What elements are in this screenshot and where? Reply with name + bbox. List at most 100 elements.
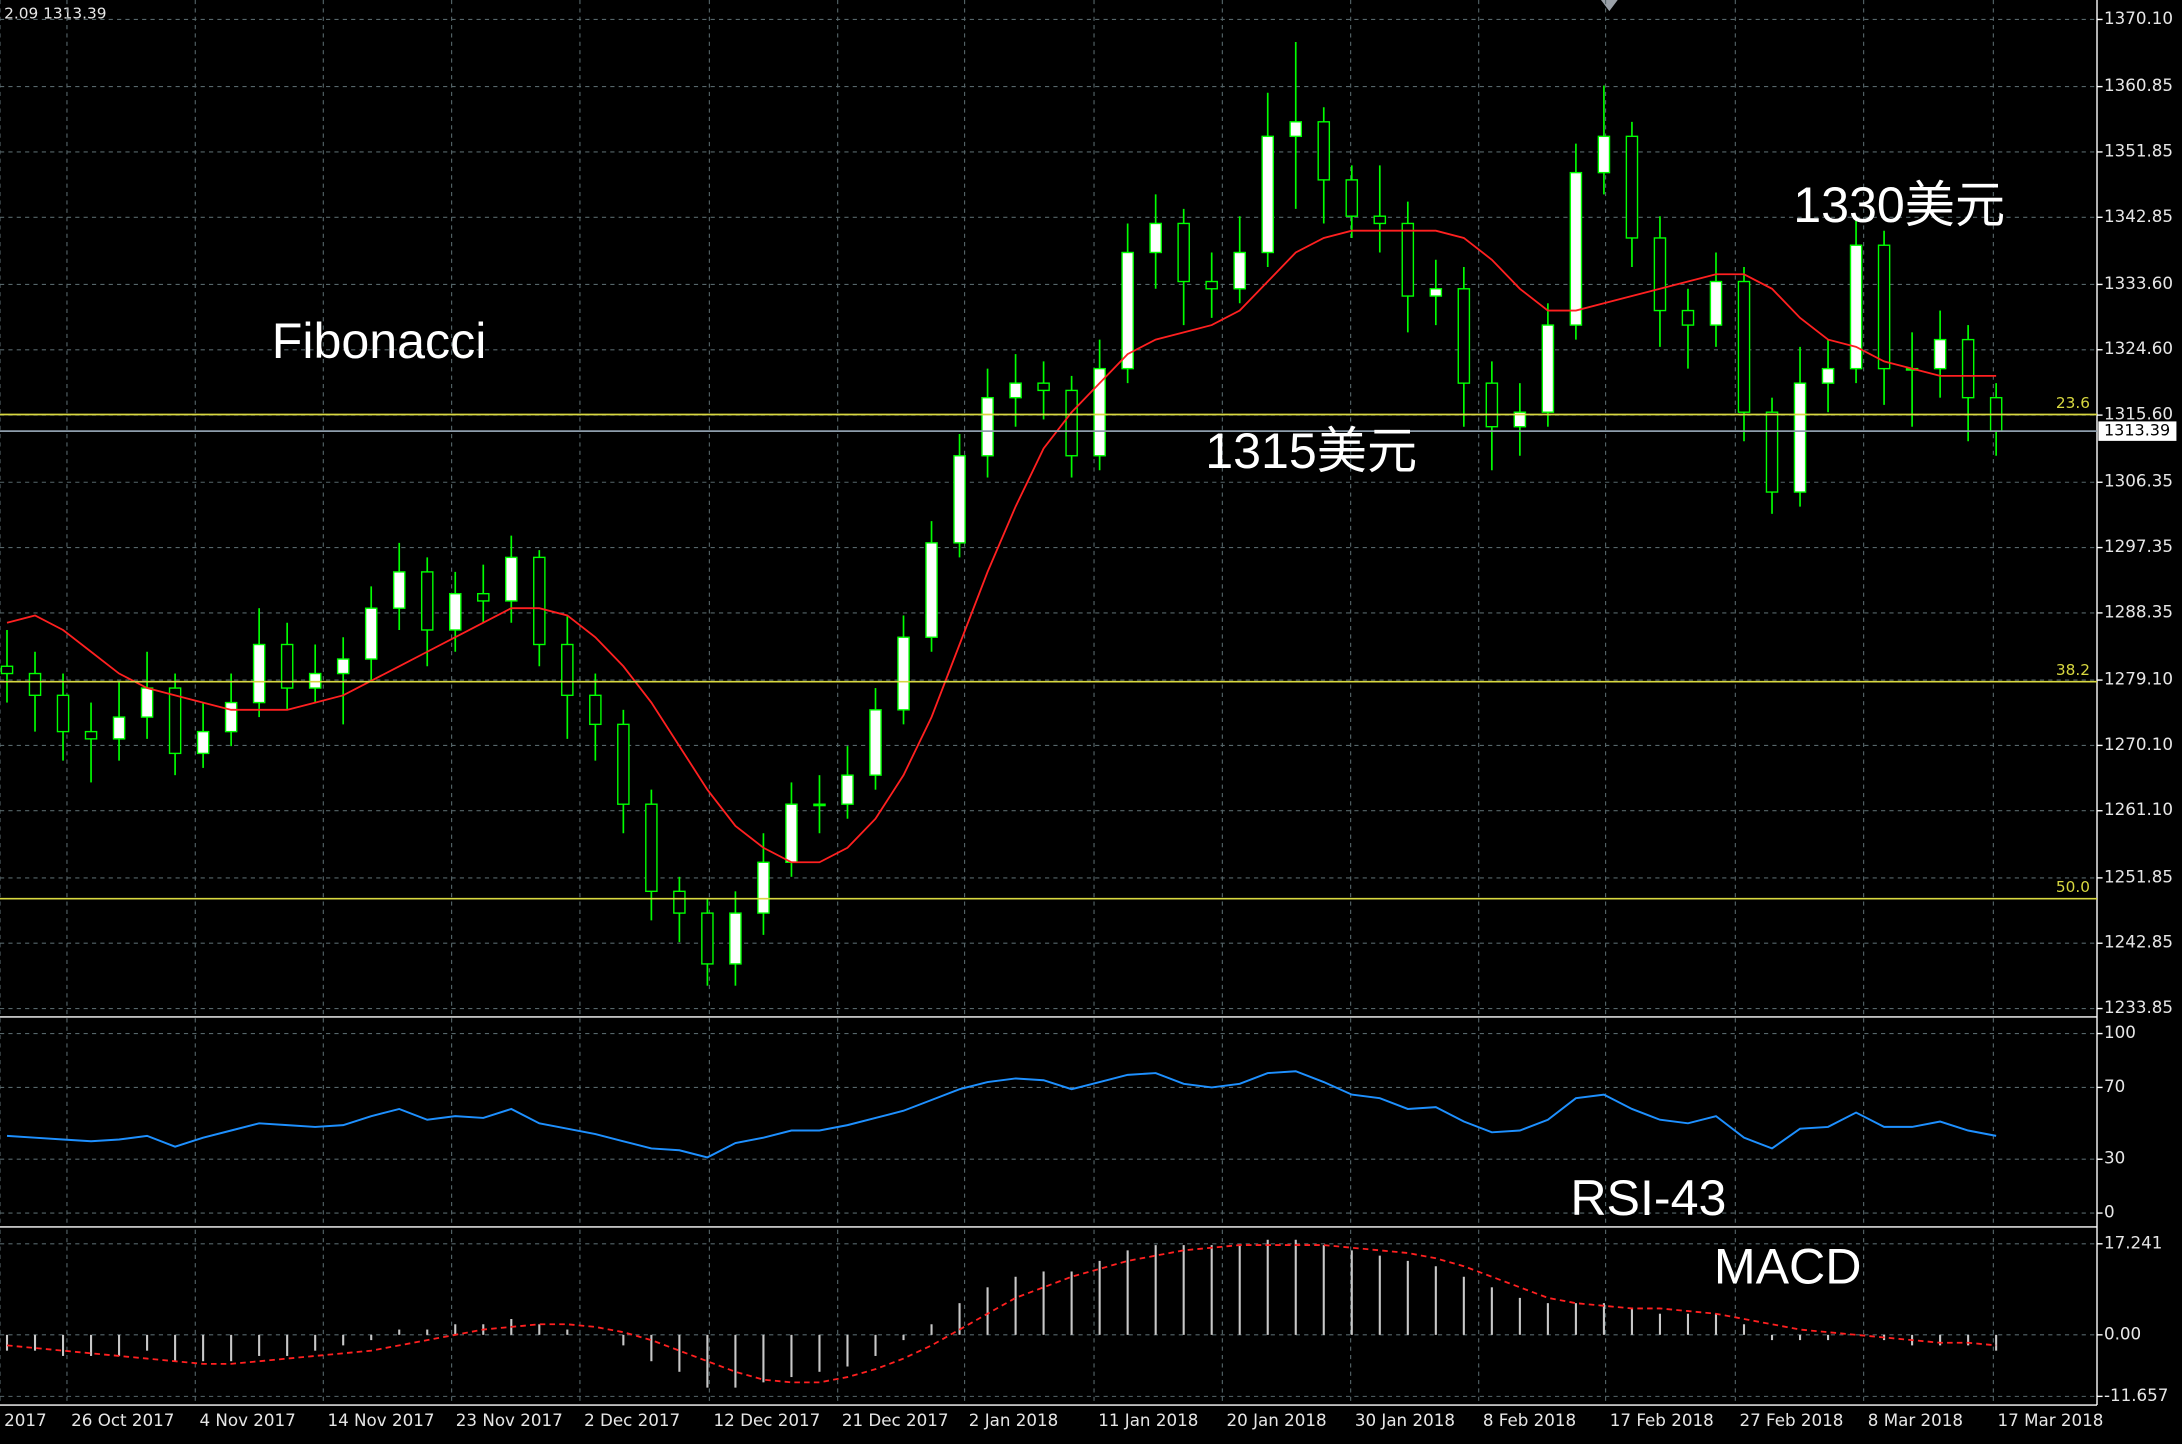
signal-line	[6, 1244, 1997, 1384]
candle-body	[561, 643, 574, 697]
candle-body	[140, 687, 154, 718]
panel-title: MACD	[1714, 1238, 1862, 1294]
candle-body	[1877, 244, 1891, 370]
candle-body	[813, 803, 826, 807]
y-tick-label: 30	[2104, 1148, 2125, 1168]
x-tick-label: 2 Dec 2017	[584, 1410, 680, 1430]
y-tick-label: 1351.85	[2104, 140, 2173, 160]
candle-body	[1793, 382, 1807, 493]
panel-title: RSI-43	[1570, 1170, 1726, 1226]
x-tick-label: 17 Mar 2018	[1998, 1410, 2104, 1430]
candle-body	[0, 665, 14, 675]
candle-body	[1345, 179, 1359, 217]
y-tick-label: 1251.85	[2104, 866, 2173, 886]
candle-body	[869, 709, 882, 776]
candle-body	[280, 643, 294, 689]
y-tick-label: 100	[2104, 1022, 2136, 1042]
candle-body	[1569, 171, 1583, 326]
y-tick-label: 1270.10	[2104, 734, 2173, 754]
candle-body	[252, 643, 266, 704]
candle-body	[196, 730, 210, 755]
y-tick-label: 0	[2104, 1202, 2115, 1222]
annotation: 1330美元	[1793, 177, 2005, 233]
candle-body	[308, 672, 322, 689]
candle-body	[1933, 338, 1947, 370]
candle-body	[701, 912, 714, 965]
candle-body	[1429, 288, 1443, 297]
candle-body	[729, 912, 742, 965]
candle-body	[1037, 382, 1050, 392]
x-tick-label: 20 Jan 2018	[1227, 1410, 1327, 1430]
candle-body	[28, 672, 42, 697]
y-tick-label: 1306.35	[2104, 471, 2173, 491]
candle-body	[953, 455, 966, 544]
x-tick-label: 27 Feb 2018	[1739, 1410, 1843, 1430]
y-tick-label: 1288.35	[2104, 601, 2173, 621]
moving-average	[6, 229, 1997, 864]
candle-body	[168, 687, 182, 755]
candle-body	[757, 861, 770, 914]
y-tick-label: 1324.60	[2104, 338, 2173, 358]
candle-body	[1625, 135, 1639, 239]
y-tick-label: 1333.60	[2104, 273, 2173, 293]
y-tick-label: -11.657	[2104, 1385, 2168, 1405]
candle-body	[617, 723, 630, 805]
y-tick-label: 1297.35	[2104, 536, 2173, 556]
candle-body	[1401, 222, 1415, 297]
candle-body	[1961, 338, 1975, 399]
candle-body	[981, 396, 994, 457]
candle-body	[448, 592, 462, 631]
x-tick-label: 12 Dec 2017	[714, 1410, 821, 1430]
y-tick-label: 0.00	[2104, 1323, 2141, 1343]
x-tick-label: 2017	[4, 1410, 47, 1430]
y-tick-label: 1279.10	[2104, 669, 2173, 689]
candle-body	[645, 803, 658, 893]
fib-label: 38.2	[2056, 661, 2090, 679]
y-tick-label: 1370.10	[2104, 8, 2173, 28]
candle-body	[1289, 121, 1303, 138]
x-tick-label: 2 Jan 2018	[969, 1410, 1058, 1430]
candle-body	[533, 556, 546, 646]
candle-body	[1065, 389, 1078, 457]
candle-body	[841, 774, 854, 805]
candle-body	[56, 694, 70, 733]
candle-body	[1093, 367, 1106, 457]
candle-body	[785, 803, 798, 863]
y-tick-label: 17.241	[2104, 1232, 2162, 1252]
candle-body	[897, 636, 910, 711]
annotation: 1315美元	[1205, 423, 1417, 479]
candle-body	[1261, 135, 1274, 254]
x-tick-label: 30 Jan 2018	[1355, 1410, 1455, 1430]
candle-body	[420, 571, 434, 631]
x-tick-label: 23 Nov 2017	[456, 1410, 563, 1430]
candle-body	[1541, 324, 1555, 413]
y-tick-label: 1360.85	[2104, 75, 2173, 95]
candle-body	[1821, 367, 1835, 384]
y-tick-label: 1315.60	[2104, 404, 2173, 424]
x-tick-label: 11 Jan 2018	[1098, 1410, 1198, 1430]
x-tick-label: 8 Feb 2018	[1483, 1410, 1576, 1430]
info-text: 2.09 1313.39	[4, 4, 106, 22]
y-tick-label: 1242.85	[2104, 932, 2173, 952]
candle-body	[1317, 121, 1331, 181]
x-tick-label: 26 Oct 2017	[71, 1410, 174, 1430]
candle-body	[673, 890, 686, 914]
x-tick-label: 17 Feb 2018	[1610, 1410, 1714, 1430]
y-tick-label: 1233.85	[2104, 997, 2173, 1017]
rsi-line	[6, 1070, 1997, 1159]
candle-body	[1737, 280, 1751, 413]
candle-body	[1765, 411, 1779, 493]
y-tick-label: 1261.10	[2104, 799, 2173, 819]
x-tick-label: 21 Dec 2017	[842, 1410, 949, 1430]
candle-body	[477, 592, 490, 602]
candle-body	[1009, 382, 1022, 399]
candle-body	[1373, 215, 1387, 225]
candle-body	[1457, 288, 1471, 384]
candle-body	[1513, 411, 1527, 428]
candle-body	[1149, 222, 1162, 254]
annotation: Fibonacci	[272, 313, 487, 369]
candle-body	[1709, 280, 1723, 326]
candle-body	[1205, 280, 1218, 290]
